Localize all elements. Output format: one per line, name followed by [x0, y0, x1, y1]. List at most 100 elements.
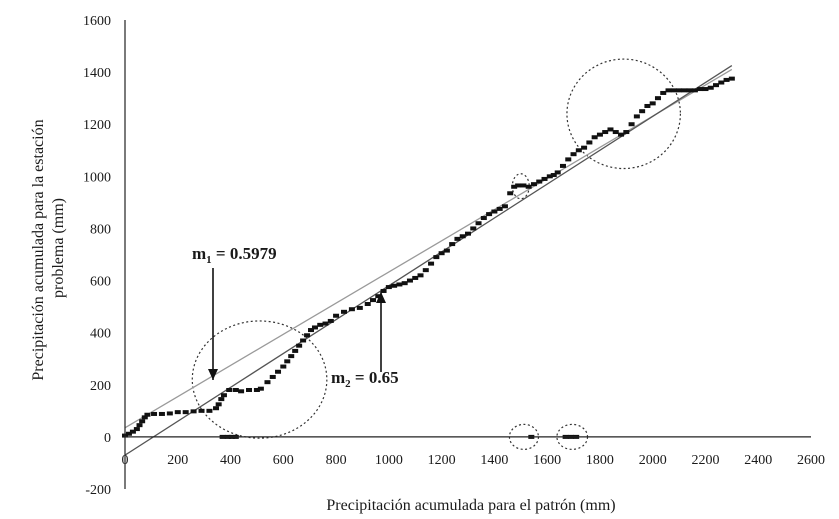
data-point	[348, 307, 355, 312]
data-point	[213, 406, 220, 411]
data-point	[723, 77, 730, 82]
data-point	[570, 152, 577, 157]
y-tick-labels: -200 0 200 400 600 800 1000 1200 1400 1600	[83, 14, 111, 498]
y-tick-label: -200	[85, 483, 111, 498]
x-tick-label: 1000	[375, 453, 403, 468]
data-point	[670, 88, 677, 93]
x-tick-label: 2600	[797, 453, 825, 468]
data-point	[438, 251, 445, 256]
x-tick-label: 0	[122, 453, 129, 468]
data-point	[356, 305, 363, 310]
data-point	[333, 313, 340, 318]
data-point	[288, 354, 295, 359]
data-point	[728, 76, 735, 81]
data-point	[470, 226, 477, 231]
data-point	[660, 90, 667, 95]
data-point	[141, 415, 148, 420]
y-tick-label: 800	[90, 222, 111, 237]
data-point	[232, 387, 239, 392]
data-point	[308, 328, 315, 333]
annotation-arrows	[208, 268, 386, 380]
data-point	[541, 176, 548, 181]
data-point	[633, 114, 640, 119]
data-point	[501, 204, 508, 209]
data-point	[525, 184, 532, 189]
data-point	[198, 408, 205, 413]
data-point	[459, 234, 466, 239]
x-tick-label: 200	[167, 453, 188, 468]
data-point	[515, 183, 522, 188]
data-point	[546, 174, 553, 179]
data-point	[364, 302, 371, 307]
x-tick-label: 1400	[480, 453, 508, 468]
data-point	[166, 411, 173, 416]
highlight-ellipse	[191, 320, 328, 439]
data-point	[702, 87, 709, 92]
data-point	[628, 122, 635, 127]
data-point	[275, 369, 282, 374]
data-point	[284, 359, 291, 364]
data-point	[206, 408, 213, 413]
trend-line-m2	[124, 65, 733, 456]
data-point	[713, 83, 720, 88]
data-point	[618, 132, 625, 137]
x-axis-title: Precipitación acumulada para el patrón (…	[326, 497, 615, 514]
data-point	[507, 191, 514, 196]
data-point	[554, 170, 561, 175]
data-point	[292, 348, 299, 353]
y-tick-label: 600	[90, 275, 111, 290]
data-point	[591, 135, 598, 140]
y-tick-label: 1400	[83, 66, 111, 81]
data-point	[182, 410, 189, 415]
data-point	[607, 127, 614, 132]
data-point	[412, 275, 419, 280]
data-point	[443, 248, 450, 253]
data-point	[136, 423, 143, 428]
data-point	[253, 387, 260, 392]
data-point	[125, 431, 132, 436]
data-point	[380, 288, 387, 293]
data-point	[391, 283, 398, 288]
data-point	[220, 393, 227, 398]
data-point	[190, 409, 197, 414]
data-point	[639, 109, 646, 114]
data-point	[649, 101, 656, 106]
data-point	[174, 410, 181, 415]
x-tick-label: 800	[326, 453, 347, 468]
data-point	[575, 148, 582, 153]
data-point	[581, 145, 588, 150]
x-tick-label: 600	[273, 453, 294, 468]
data-point	[300, 338, 307, 343]
data-point	[226, 387, 233, 392]
data-point	[623, 130, 630, 135]
axes	[124, 20, 811, 489]
y-axis-title: Precipitación acumulada para la estación…	[30, 115, 67, 380]
data-point	[269, 374, 276, 379]
data-point	[257, 386, 264, 391]
data-point	[511, 184, 518, 189]
data-point	[340, 309, 347, 314]
annotation-m1: m1 = 0.5979	[192, 244, 277, 266]
data-point	[385, 285, 392, 290]
data-point	[158, 411, 165, 416]
data-point	[676, 88, 683, 93]
arrow-m1-head	[208, 369, 218, 380]
data-point	[665, 88, 672, 93]
data-point	[686, 88, 693, 93]
trend-line-m1	[124, 68, 733, 429]
data-point	[151, 411, 158, 416]
data-point	[718, 80, 725, 85]
data-point	[133, 427, 140, 432]
data-point	[654, 96, 661, 101]
y-tick-label: 200	[90, 379, 111, 394]
x-tick-label: 2400	[744, 453, 772, 468]
arrow-m2-head	[376, 292, 386, 303]
data-point	[486, 212, 493, 217]
data-point	[139, 419, 146, 424]
y-tick-label: 1600	[83, 14, 111, 29]
y-tick-label: 0	[104, 431, 111, 446]
data-point	[644, 103, 651, 108]
y-tick-label: 1200	[83, 118, 111, 133]
data-point	[565, 157, 572, 162]
